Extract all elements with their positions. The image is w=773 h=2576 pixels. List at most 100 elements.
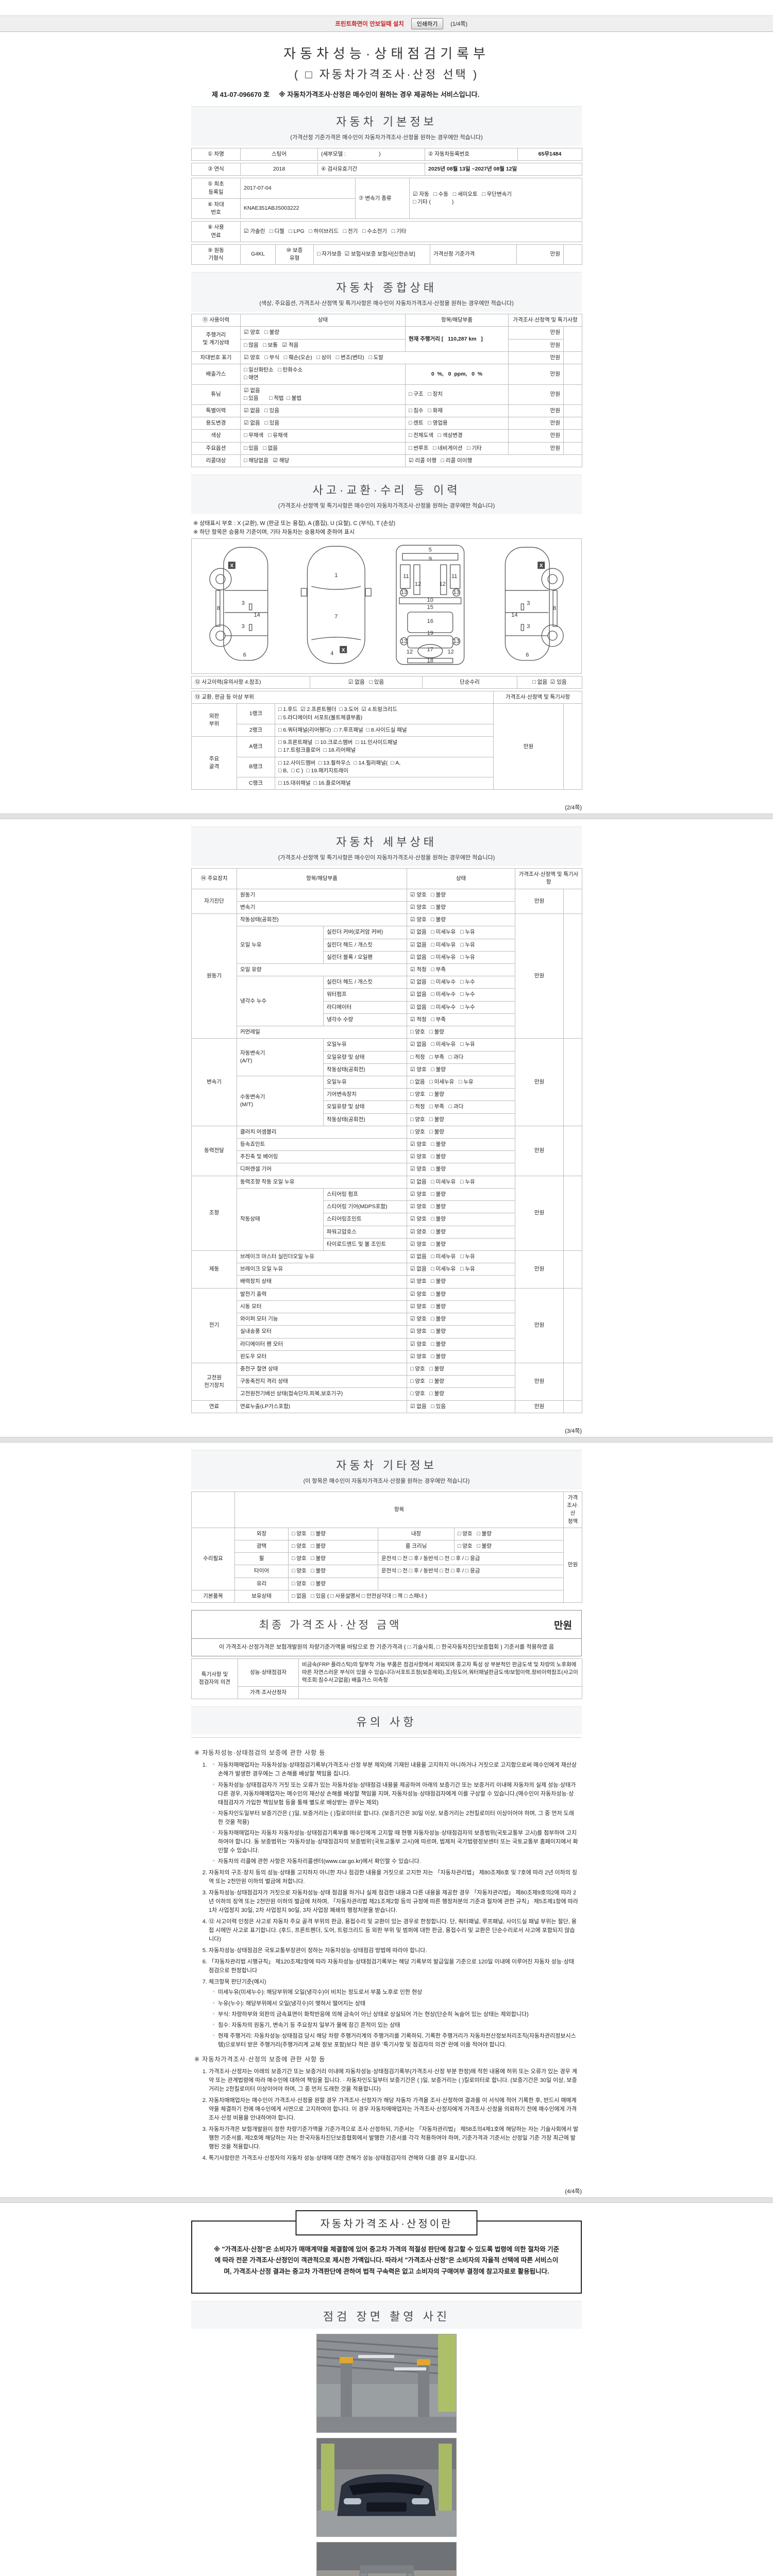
table-cell: ☑ 없음 □ 미세누수 □ 누수 — [407, 1001, 516, 1014]
table-cell: □ 렌트 □ 영업용 — [405, 417, 509, 430]
table-cell: 가격조사·산정액 및 특기사항 — [493, 691, 583, 704]
diagram-number: 9 — [429, 556, 432, 562]
table-cell: □ 양호 □ 불량 — [407, 1088, 516, 1101]
document-number: 제 41-07-096670 호 — [212, 91, 270, 98]
title-line2: ( □ 자동차가격조사·산정 선택 ) — [294, 68, 479, 81]
etc-info-table: 항목 가격조사·산 정액 수리필요 외장 □ 양호 □ 불량 내장 □ 양호 □ 불량 만원 광… — [191, 1491, 583, 1603]
table-cell: 현재 주행거리 [ 110,287 km ] — [405, 326, 509, 352]
table-cell — [563, 404, 583, 418]
diagram-number: 12 — [407, 649, 413, 655]
state-code-legend: ※ 상태표시 부호 : X (교환), W (판금 또는 용접), A (흠집)… — [193, 520, 396, 527]
table-cell: 운전석 □ 전 □ 후 / 동반석 □ 전 □ 후 / □ 응급 — [377, 1565, 564, 1578]
table-cell: ☑ 양호 □ 불량 — [407, 1188, 516, 1201]
table-cell: 오일유량 및 상태 — [323, 1050, 408, 1064]
table-cell: 만원 — [508, 326, 564, 340]
table-cell: ⑥ 차대 번호 — [191, 198, 241, 219]
page-marker-2: (2/4쪽) — [565, 805, 582, 811]
table-cell — [563, 384, 583, 405]
table-cell: 특별이력 — [191, 404, 241, 418]
basic-info-table-b: ③ 연식 2018 ④ 검사유효기간 2025년 08월 13일 ~2027년 08월… — [191, 163, 582, 176]
table-cell: ☑ 적정 □ 부족 — [407, 963, 516, 977]
page-divider-2 — [0, 1436, 773, 1443]
notice-bullet: 자동차매매업자는 자동차성능·상태점검기록부(가격조사·산정 부분 제외)에 기… — [213, 1761, 579, 1778]
table-cell: 고전원 전기장치 — [191, 1362, 237, 1401]
table-cell: 제동 — [191, 1250, 237, 1289]
table-cell: □ 9.프론트패널 □ 10.크로스멤버 □ 11.인사이드패널 □ 17.트렁… — [274, 736, 494, 757]
section-caution-title: 유의 사항 — [356, 1716, 417, 1729]
accident-history-table: ⑫ 사고이력(유의사항 4.참조) ☑ 없음 □ 있음 단순수리 □ 없음 ☑ 있음 — [191, 676, 583, 689]
table-cell: 휠 — [234, 1552, 289, 1566]
diagram-number: 12 — [448, 649, 454, 655]
inspection-photo-underbody — [316, 2541, 457, 2576]
table-cell — [298, 1686, 582, 1700]
table-cell: ☑ 없음 □ 미세누유 □ 누유 — [407, 1250, 516, 1264]
table-cell: 만원 — [508, 442, 564, 455]
price-survey-meaning-box: 자동차가격조사·산정이란 ※ "가격조사·산정"은 소비자가 매매계약을 체결함… — [191, 2210, 582, 2294]
table-cell — [563, 442, 583, 455]
section-overall-title: 자동차 종합상태 — [336, 281, 437, 295]
inspection-photo-car-front — [316, 2437, 457, 2537]
overall-state-table: ⑪ 사용이력 상태 항목/해당부품 가격조사·산정액 및 특기사항 주행거리 및 계기상… — [191, 314, 583, 468]
table-cell: 만원 — [515, 1362, 564, 1401]
price-basis-note: 이 가격조사·산정가격은 보험개발원의 차량기준가액을 바탕으로 한 기준가격과… — [191, 1639, 582, 1656]
table-cell — [563, 913, 583, 1039]
table-cell: 차대번호 표기 — [191, 351, 241, 365]
table-cell: 실린더 커버(로커암 커버) — [323, 926, 408, 939]
basic-info-table-c: ⑤ 최초 등록일 2017-07-04 ⑦ 변속기 종류 ☑ 자동 □ 수동 □ 세미… — [191, 178, 582, 219]
table-cell: □ 양호 □ 불량 — [407, 1113, 516, 1126]
table-cell: 파워고압호스 — [323, 1225, 408, 1239]
table-cell: 만원 — [516, 244, 564, 265]
section-accident-header: 사고·교환·수리 등 이력 (가격조사·산정액 및 특기사항은 매수인이 자동차… — [191, 474, 582, 515]
notice-item: 자동차성능·상태점검은 국토교통부장관이 정하는 자동차성능·상태점검 방법에 … — [209, 1946, 579, 1955]
table-cell: ☑ 없음 □ 있음 — [407, 1400, 516, 1413]
table-cell: 유리 — [234, 1577, 289, 1590]
table-cell: 가격·조사산정자 — [238, 1686, 299, 1700]
table-cell: 클러치 어셈블리 — [236, 1125, 408, 1139]
table-cell: □ 없음 ☑ 있음 — [516, 676, 583, 689]
table-cell: □ 양호 □ 불량 — [288, 1527, 378, 1540]
diagram-number: 5 — [429, 547, 432, 553]
table-cell: ⑧ 사용 연료 — [191, 221, 241, 242]
notice-item: 체크항목 판단기준(예시)미세누유(미세누수): 해당부위에 오일(냉각수)이 … — [209, 1978, 579, 2049]
table-cell: 항목 — [234, 1491, 564, 1528]
table-cell: □ 양호 □ 불량 — [453, 1527, 564, 1540]
table-cell: □ 양호 □ 불량 — [288, 1539, 378, 1553]
section-overall-subtitle: (색상, 주요옵션, 가격조사·산정액 및 특기사항은 매수인이 자동차가격조사… — [259, 300, 514, 307]
print-button[interactable]: 인쇄하기 — [411, 18, 444, 29]
table-cell: 발전기 출력 — [236, 1287, 408, 1301]
table-cell: □ 양호 □ 불량 — [407, 1026, 516, 1039]
install-notice[interactable]: 프린트화면이 안보일때 설치 — [335, 21, 404, 27]
table-cell: 만원 — [508, 404, 564, 418]
table-cell: ⑭ 주요장치 — [191, 868, 237, 889]
table-cell: ⑤ 최초 등록일 — [191, 178, 241, 199]
table-cell: 광택 — [234, 1539, 289, 1553]
table-cell: 상태 — [240, 314, 406, 327]
table-cell — [563, 1175, 583, 1251]
table-cell: 배력장치 상태 — [236, 1275, 408, 1289]
diagram-number: 18 — [427, 658, 433, 664]
meaning-box-title: 자동차가격조사·산정이란 — [295, 2210, 478, 2236]
notice-item: 가격조사·산정자는 아래의 보증기간 또는 보증거리 이내에 자동차성능·상태점… — [209, 2067, 579, 2094]
table-cell: 스티어링조인트 — [323, 1213, 408, 1226]
table-cell: ⑫ 사고이력(유의사항 4.참조) — [191, 676, 310, 689]
table-cell: 만원 — [508, 351, 564, 365]
table-cell: ④ 검사유효기간 — [317, 163, 425, 176]
section-basic-subtitle: (가격산정 기준가격은 매수인이 자동차가격조사·산정을 원하는 경우에만 적습… — [290, 134, 483, 141]
table-cell: ☑ 양호 □ 불량 — [407, 1238, 516, 1251]
diagram-number: 13 — [401, 638, 407, 645]
table-cell: 기본품목 — [191, 1589, 235, 1603]
table-cell: ☑ 없음 □ 미세누유 □ 누유 — [407, 1263, 516, 1276]
diagram-number: 14 — [254, 612, 260, 618]
table-cell: 기어변속장치 — [323, 1088, 408, 1101]
table-cell: □ 해당없음 ☑ 해당 — [240, 454, 406, 468]
table-cell: □ 양호 □ 불량 — [453, 1539, 564, 1553]
table-cell: 보유상태 — [234, 1589, 289, 1603]
table-cell: 가격조사·산정액 및 특기사항 — [515, 868, 583, 889]
table-cell: 65무1484 — [517, 147, 582, 161]
table-cell: 만원 — [515, 913, 564, 1039]
table-cell: 냉각수 누수 — [237, 976, 324, 1027]
table-cell: ☑ 양호 □ 불량 — [407, 913, 516, 927]
notice-item: 자동차매매업자는 자동차성능·상태점검기록부(가격조사·산정 부분 제외)에 기… — [209, 1761, 579, 1866]
table-cell: 구동축전지 격리 상태 — [236, 1375, 408, 1388]
table-cell: 단순수리 — [422, 676, 517, 689]
